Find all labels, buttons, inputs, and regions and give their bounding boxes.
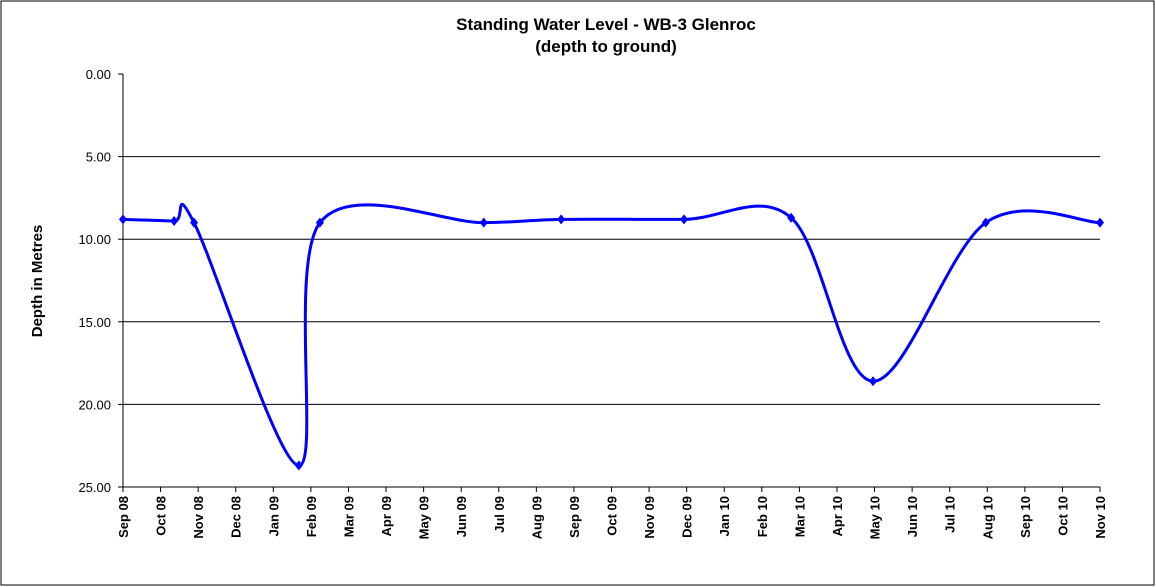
x-tick-label: Feb 10: [755, 496, 770, 537]
chart-title: Standing Water Level - WB-3 Glenroc: [456, 15, 756, 34]
data-point: [479, 217, 488, 228]
data-point: [170, 216, 179, 227]
x-tick-label: Apr 10: [830, 496, 845, 536]
x-tick-label: Jan 10: [717, 496, 732, 536]
x-tick-label: Jun 09: [454, 496, 469, 537]
x-tick-label: Nov 10: [1093, 496, 1108, 539]
y-tick-label: 25.00: [78, 480, 111, 495]
x-tick-label: Jun 10: [905, 496, 920, 537]
x-tick-label: Jul 09: [492, 496, 507, 533]
x-tick-label: May 09: [417, 496, 432, 539]
x-tick-label: Sep 10: [1018, 496, 1033, 538]
x-tick-label: Jul 10: [943, 496, 958, 533]
x-tick-label: Mar 10: [792, 496, 807, 537]
x-tick-label: Mar 09: [341, 496, 356, 537]
x-tick-label: Sep 09: [567, 496, 582, 538]
y-axis-label: Depth in Metres: [29, 225, 46, 338]
data-point: [1096, 217, 1104, 228]
data-point: [981, 217, 990, 228]
x-tick-label: Oct 09: [605, 496, 620, 536]
data-point: [680, 214, 689, 225]
x-tick-label: Dec 08: [229, 496, 244, 538]
x-tick-label: Aug 09: [529, 496, 544, 539]
x-tick-label: Apr 09: [379, 496, 394, 536]
data-point: [119, 214, 127, 225]
x-tick-label: Sep 08: [116, 496, 131, 538]
data-point: [787, 212, 796, 223]
x-tick-label: Feb 09: [304, 496, 319, 537]
series-line: [122, 202, 1101, 468]
x-tick-label: Oct 08: [154, 496, 169, 536]
data-point: [294, 460, 303, 471]
x-tick-label: Dec 09: [680, 496, 695, 538]
y-tick-label: 5.00: [86, 150, 111, 165]
x-tick-label: Jan 09: [266, 496, 281, 536]
chart-subtitle: (depth to ground): [535, 37, 677, 56]
data-point: [315, 217, 324, 228]
data-point: [869, 376, 878, 387]
y-tick-label: 0.00: [86, 67, 111, 82]
data-point: [557, 214, 566, 225]
y-tick-label: 20.00: [78, 397, 111, 412]
x-tick-label: Oct 10: [1055, 496, 1070, 536]
y-tick-label: 10.00: [78, 232, 111, 247]
y-tick-label: 15.00: [78, 315, 111, 330]
x-tick-label: Aug 10: [980, 496, 995, 539]
x-tick-label: Nov 08: [191, 496, 206, 539]
x-tick-label: May 10: [868, 496, 883, 539]
data-point: [190, 217, 199, 228]
x-tick-label: Nov 09: [642, 496, 657, 539]
